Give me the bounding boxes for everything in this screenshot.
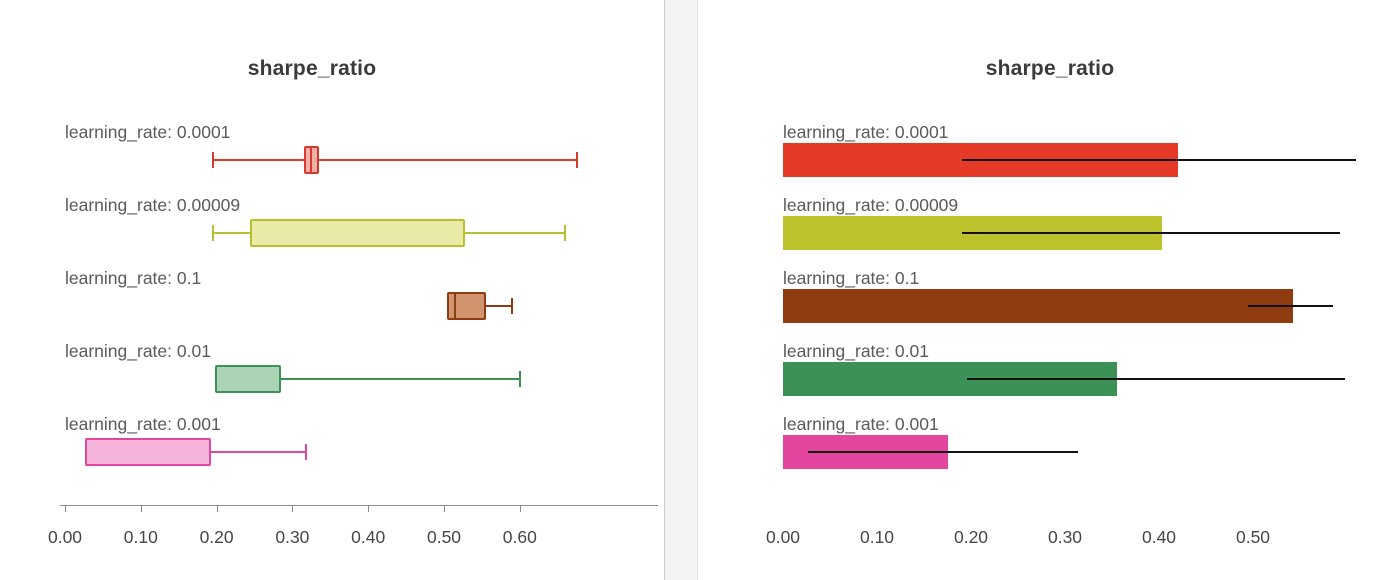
group-label: learning_rate: 0.1 (783, 268, 920, 288)
whisker-line (212, 159, 304, 161)
whisker-line (486, 305, 513, 307)
x-axis-line (60, 505, 658, 506)
error-bar (961, 159, 1357, 161)
whisker-cap (575, 152, 578, 168)
pane-divider[interactable] (664, 0, 698, 580)
x-axis-tick (519, 506, 521, 512)
whisker-cap (564, 225, 567, 241)
x-axis-tick (216, 506, 218, 512)
whisker-cap (211, 225, 214, 241)
x-tick-label: 0.60 (502, 527, 537, 547)
group-label: learning_rate: 0.00009 (65, 195, 241, 215)
group-label: learning_rate: 0.0001 (65, 122, 231, 142)
box (215, 365, 282, 393)
x-tick-label: 0.30 (1047, 527, 1083, 547)
whisker-line (465, 232, 566, 234)
whisker-line (211, 451, 307, 453)
median-line (310, 147, 313, 173)
group-label: learning_rate: 0.01 (783, 341, 929, 361)
x-tick-label: 0.20 (199, 527, 234, 547)
bar (783, 289, 1294, 323)
error-bar (1248, 305, 1333, 307)
error-bar (808, 451, 1079, 453)
whisker-line (212, 232, 250, 234)
x-axis-tick (444, 506, 445, 512)
x-tick-label: 0.20 (953, 527, 989, 547)
median-line (454, 293, 457, 319)
bar-chart: learning_rate: 0.0001 learning_rate: 0.00… (698, 0, 1376, 580)
x-axis-tick (292, 506, 294, 512)
x-tick-label: 0.50 (1235, 527, 1271, 547)
whisker-line (318, 159, 577, 161)
group-label: learning_rate: 0.001 (65, 414, 221, 434)
whisker-cap (518, 371, 521, 387)
barchart-panel: sharpe_ratio learning_rate: 0.0001 learni… (698, 0, 1376, 580)
x-tick-label: 0.40 (1141, 527, 1177, 547)
group-label: learning_rate: 0.001 (783, 414, 939, 434)
x-axis-tick (368, 506, 370, 512)
x-tick-label: 0.40 (351, 527, 386, 547)
error-bar (967, 378, 1346, 380)
x-axis-tick (140, 506, 142, 512)
x-tick-label: 0.50 (426, 527, 462, 547)
group-label: learning_rate: 0.00009 (783, 195, 959, 215)
boxplot-panel: sharpe_ratio learning_rate: 0.0001 learni… (0, 0, 664, 580)
whisker-line (281, 378, 520, 380)
boxplot-title: sharpe_ratio (247, 57, 377, 80)
group-label: learning_rate: 0.01 (65, 341, 211, 361)
box (249, 219, 466, 247)
group-label: learning_rate: 0.1 (65, 268, 202, 288)
box (85, 438, 212, 466)
error-bar (961, 232, 1341, 234)
whisker-cap (211, 152, 214, 168)
x-tick-label: 0.10 (859, 527, 895, 547)
whisker-cap (511, 298, 514, 314)
boxplot-chart: learning_rate: 0.0001 learning_rate: 0.00… (0, 0, 664, 580)
x-tick-label: 0.00 (765, 527, 801, 547)
whisker-cap (305, 444, 308, 460)
x-tick-label: 0.30 (275, 527, 310, 547)
group-label: learning_rate: 0.0001 (783, 122, 949, 142)
barchart-title: sharpe_ratio (985, 57, 1115, 80)
x-axis-tick (65, 506, 66, 512)
box (447, 292, 487, 320)
x-tick-label: 0.00 (47, 527, 83, 547)
x-tick-label: 0.10 (123, 527, 158, 547)
